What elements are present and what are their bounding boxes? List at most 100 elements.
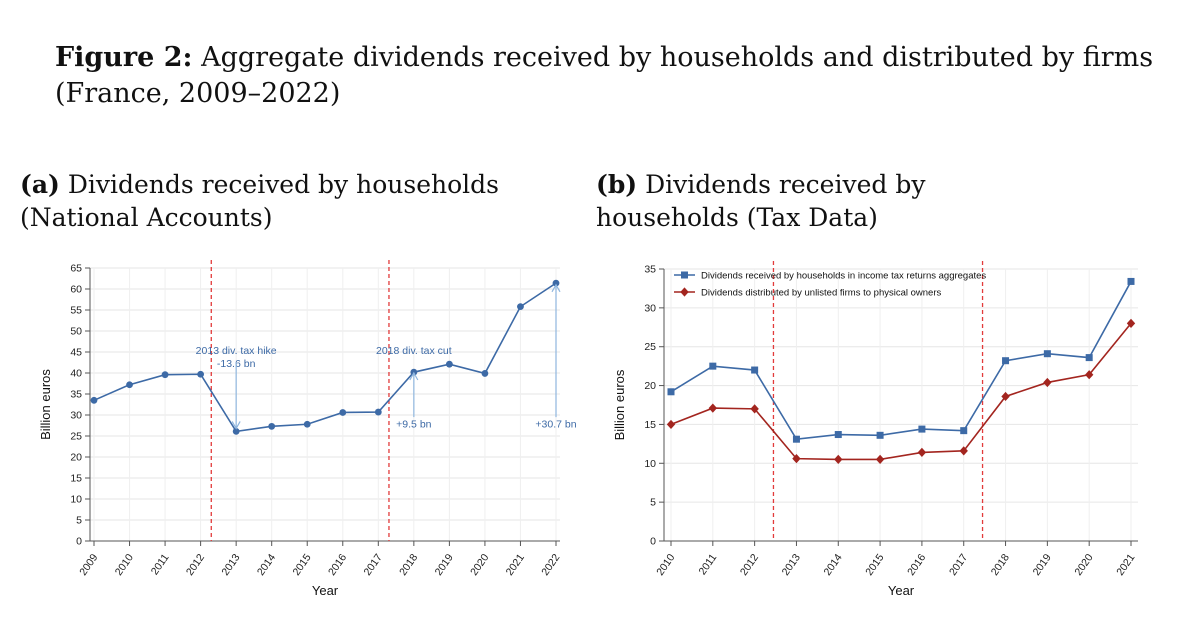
data-point	[792, 435, 800, 443]
data-point	[750, 404, 759, 414]
data-point	[268, 422, 276, 430]
data-point	[959, 446, 968, 456]
y-axis-label: Billion euros	[612, 369, 627, 440]
data-point	[1127, 277, 1135, 285]
x-tick-label: 2018	[397, 552, 420, 578]
y-tick-label: 50	[70, 326, 82, 338]
x-tick-label: 2016	[326, 552, 349, 578]
annotation-text: 2018 div. tax cut	[376, 345, 452, 357]
data-point	[834, 454, 843, 464]
x-tick-label: 2012	[738, 552, 761, 578]
data-point	[339, 409, 347, 416]
x-tick-label: 2014	[822, 552, 845, 578]
x-axis-label: Year	[312, 583, 339, 598]
x-tick-label: 2010	[654, 552, 677, 578]
panel-b-label: (b)	[596, 170, 638, 199]
panel-a-title-text: Dividends received by households (Nation…	[20, 170, 499, 232]
data-point	[374, 408, 382, 416]
series-line-1	[93, 282, 557, 433]
figure-title-text: Aggregate dividends received by househol…	[55, 42, 1154, 109]
x-tick-label: 2014	[255, 552, 278, 578]
y-axis-label: Billion euros	[38, 369, 53, 440]
figure-title: Figure 2: Aggregate dividends received b…	[55, 40, 1155, 112]
data-point	[303, 420, 311, 428]
y-tick-label: 10	[644, 458, 656, 470]
data-point	[445, 360, 453, 368]
panel-a-label: (a)	[20, 170, 60, 199]
y-tick-label: 15	[644, 419, 656, 431]
legend: Dividends received by households in inco…	[674, 271, 986, 299]
x-tick-label: 2015	[863, 552, 886, 578]
data-point	[197, 370, 205, 378]
legend-label: Dividends distributed by unlisted firms …	[701, 288, 941, 299]
annotation-arrowhead	[231, 421, 241, 430]
data-point	[834, 431, 842, 439]
data-point	[90, 396, 98, 404]
y-tick-label: 10	[70, 494, 82, 506]
x-tick-label: 2009	[77, 552, 100, 578]
data-point	[161, 371, 169, 379]
x-tick-label: 2015	[290, 552, 313, 578]
x-tick-label: 2021	[504, 552, 527, 578]
x-tick-label: 2022	[539, 552, 562, 578]
x-tick-label: 2010	[113, 552, 136, 578]
x-tick-label: 2012	[184, 552, 207, 578]
y-tick-label: 65	[70, 263, 82, 275]
y-tick-label: 35	[70, 389, 82, 401]
panel-a-title: (a) Dividends received by households (Na…	[20, 168, 540, 234]
y-tick-label: 30	[70, 410, 82, 422]
x-tick-label: 2020	[1072, 552, 1095, 578]
y-tick-label: 0	[650, 536, 656, 548]
x-tick-label: 2013	[780, 552, 803, 578]
y-tick-label: 40	[70, 368, 82, 380]
x-tick-label: 2011	[696, 552, 719, 578]
chart-b: 0 5 10 15 20 25 30 35 2010 2011 2012 2013 2014 2015 20…	[612, 261, 1138, 598]
data-point	[232, 427, 240, 435]
y-tick-label: 20	[70, 452, 82, 464]
y-tick-label: 25	[70, 431, 82, 443]
x-tick-label: 2016	[905, 552, 928, 578]
data-point	[552, 279, 560, 287]
x-tick-label: 2021	[1114, 552, 1137, 578]
legend-marker	[680, 287, 689, 297]
data-point	[960, 427, 968, 435]
y-tick-label: 20	[644, 380, 656, 392]
y-tick-label: 30	[644, 302, 656, 314]
panel-b-title-text: Dividends received by households (Tax Da…	[596, 170, 926, 232]
annotation-text: 2013 div. tax hike	[196, 345, 277, 357]
y-tick-label: 25	[644, 341, 656, 353]
data-point	[517, 303, 524, 311]
data-point	[1043, 377, 1052, 388]
data-point	[1002, 357, 1010, 365]
data-point	[708, 403, 718, 413]
x-axis-label: Year	[888, 583, 915, 598]
data-point	[1084, 370, 1094, 380]
data-point	[917, 447, 927, 458]
annotation-arrowhead	[409, 371, 419, 381]
data-point	[918, 425, 926, 433]
data-point	[792, 454, 801, 464]
y-tick-label: 35	[644, 264, 656, 276]
x-tick-label: 2019	[1031, 552, 1054, 578]
y-tick-label: 5	[76, 515, 82, 527]
data-point	[667, 388, 675, 396]
data-point	[481, 370, 489, 377]
data-point	[876, 431, 884, 439]
data-point	[666, 419, 676, 430]
x-tick-label: 2018	[989, 552, 1012, 578]
data-point	[751, 366, 759, 374]
panel-b-title: (b) Dividends received by households (Ta…	[596, 168, 1076, 234]
legend-label: Dividends received by households in inco…	[701, 271, 986, 282]
y-tick-label: 0	[76, 536, 82, 548]
annotation-text: +9.5 bn	[396, 419, 431, 431]
data-point	[1085, 354, 1093, 362]
y-tick-label: 60	[70, 284, 82, 296]
y-tick-label: 55	[70, 305, 82, 317]
x-tick-label: 2020	[468, 552, 491, 578]
y-tick-label: 45	[70, 347, 82, 359]
data-point	[1126, 318, 1136, 328]
x-tick-label: 2017	[362, 552, 385, 578]
chart-a: 0 5 10 15 20 25 30 35 40 45 50 55 60 65 2009 2010 2011 20…	[38, 260, 577, 598]
x-tick-label: 2019	[433, 552, 456, 578]
